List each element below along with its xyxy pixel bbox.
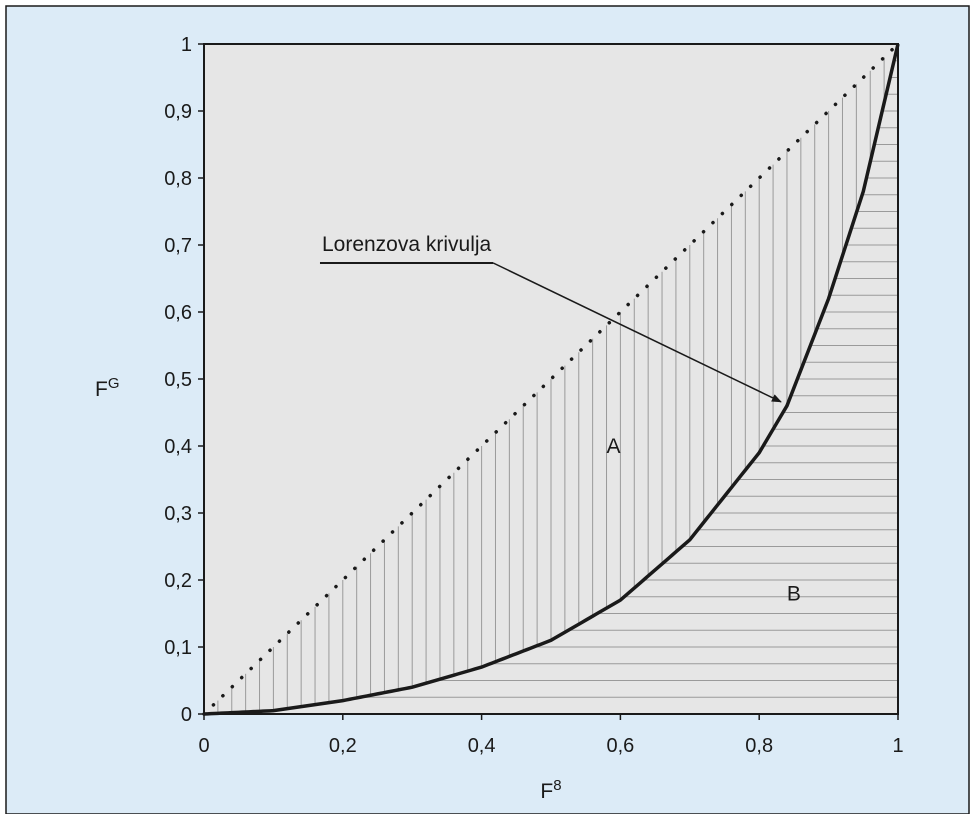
region-b-label: B [787, 582, 801, 605]
y-axis-label: FG [95, 375, 120, 401]
x-axis-label: F8 [540, 777, 561, 803]
x-axis-ticks: 0 0,2 0,4 0,6 0,8 1 [198, 714, 904, 757]
y-axis-ticks: 0 0,1 0,2 0,3 0,4 0,5 0,6 0,7 0,8 0,9 1 [164, 34, 204, 726]
x-tick-label: 0,6 [606, 735, 634, 757]
y-tick-label: 0,4 [164, 436, 192, 458]
lorenz-curve-annotation: Lorenzova krivulja [322, 233, 492, 256]
y-tick-label: 0,8 [164, 168, 192, 190]
annotation-arrow [492, 262, 782, 403]
y-tick-label: 0,3 [164, 503, 192, 525]
y-tick-label: 0 [181, 704, 192, 726]
x-tick-label: 0,4 [468, 735, 496, 757]
x-tick-label: 0,8 [745, 735, 773, 757]
y-tick-label: 0,5 [164, 369, 192, 391]
y-tick-label: 0,9 [164, 101, 192, 123]
lorenz-curve [203, 43, 900, 716]
y-tick-label: 0,7 [164, 235, 192, 257]
y-tick-label: 0,1 [164, 637, 192, 659]
y-tick-label: 0,2 [164, 570, 192, 592]
x-tick-label: 0,2 [329, 735, 357, 757]
y-tick-label: 0,6 [164, 302, 192, 324]
region-a-label: A [606, 435, 620, 458]
region-a-hatch [217, 57, 885, 714]
y-tick-label: 1 [181, 34, 192, 56]
region-b-hatch [360, 60, 898, 698]
x-tick-label: 0 [198, 735, 209, 757]
x-tick-label: 1 [892, 735, 903, 757]
